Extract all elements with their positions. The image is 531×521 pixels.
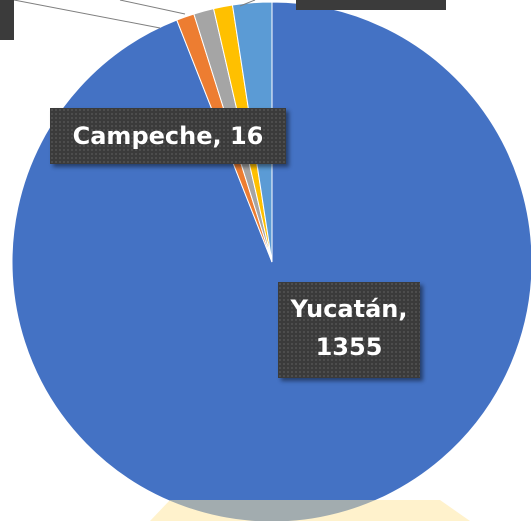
- leader-line: [239, 0, 256, 7]
- data-label: Campeche, 16: [50, 108, 286, 164]
- data-label: Yucatán, 1355: [278, 282, 420, 378]
- leader-line: [119, 0, 186, 15]
- cropped-label-box: [296, 0, 446, 10]
- cropped-label-box: [0, 0, 14, 40]
- leader-line: [13, 0, 161, 29]
- label-shadow: [150, 500, 470, 521]
- pie: [11, 1, 531, 521]
